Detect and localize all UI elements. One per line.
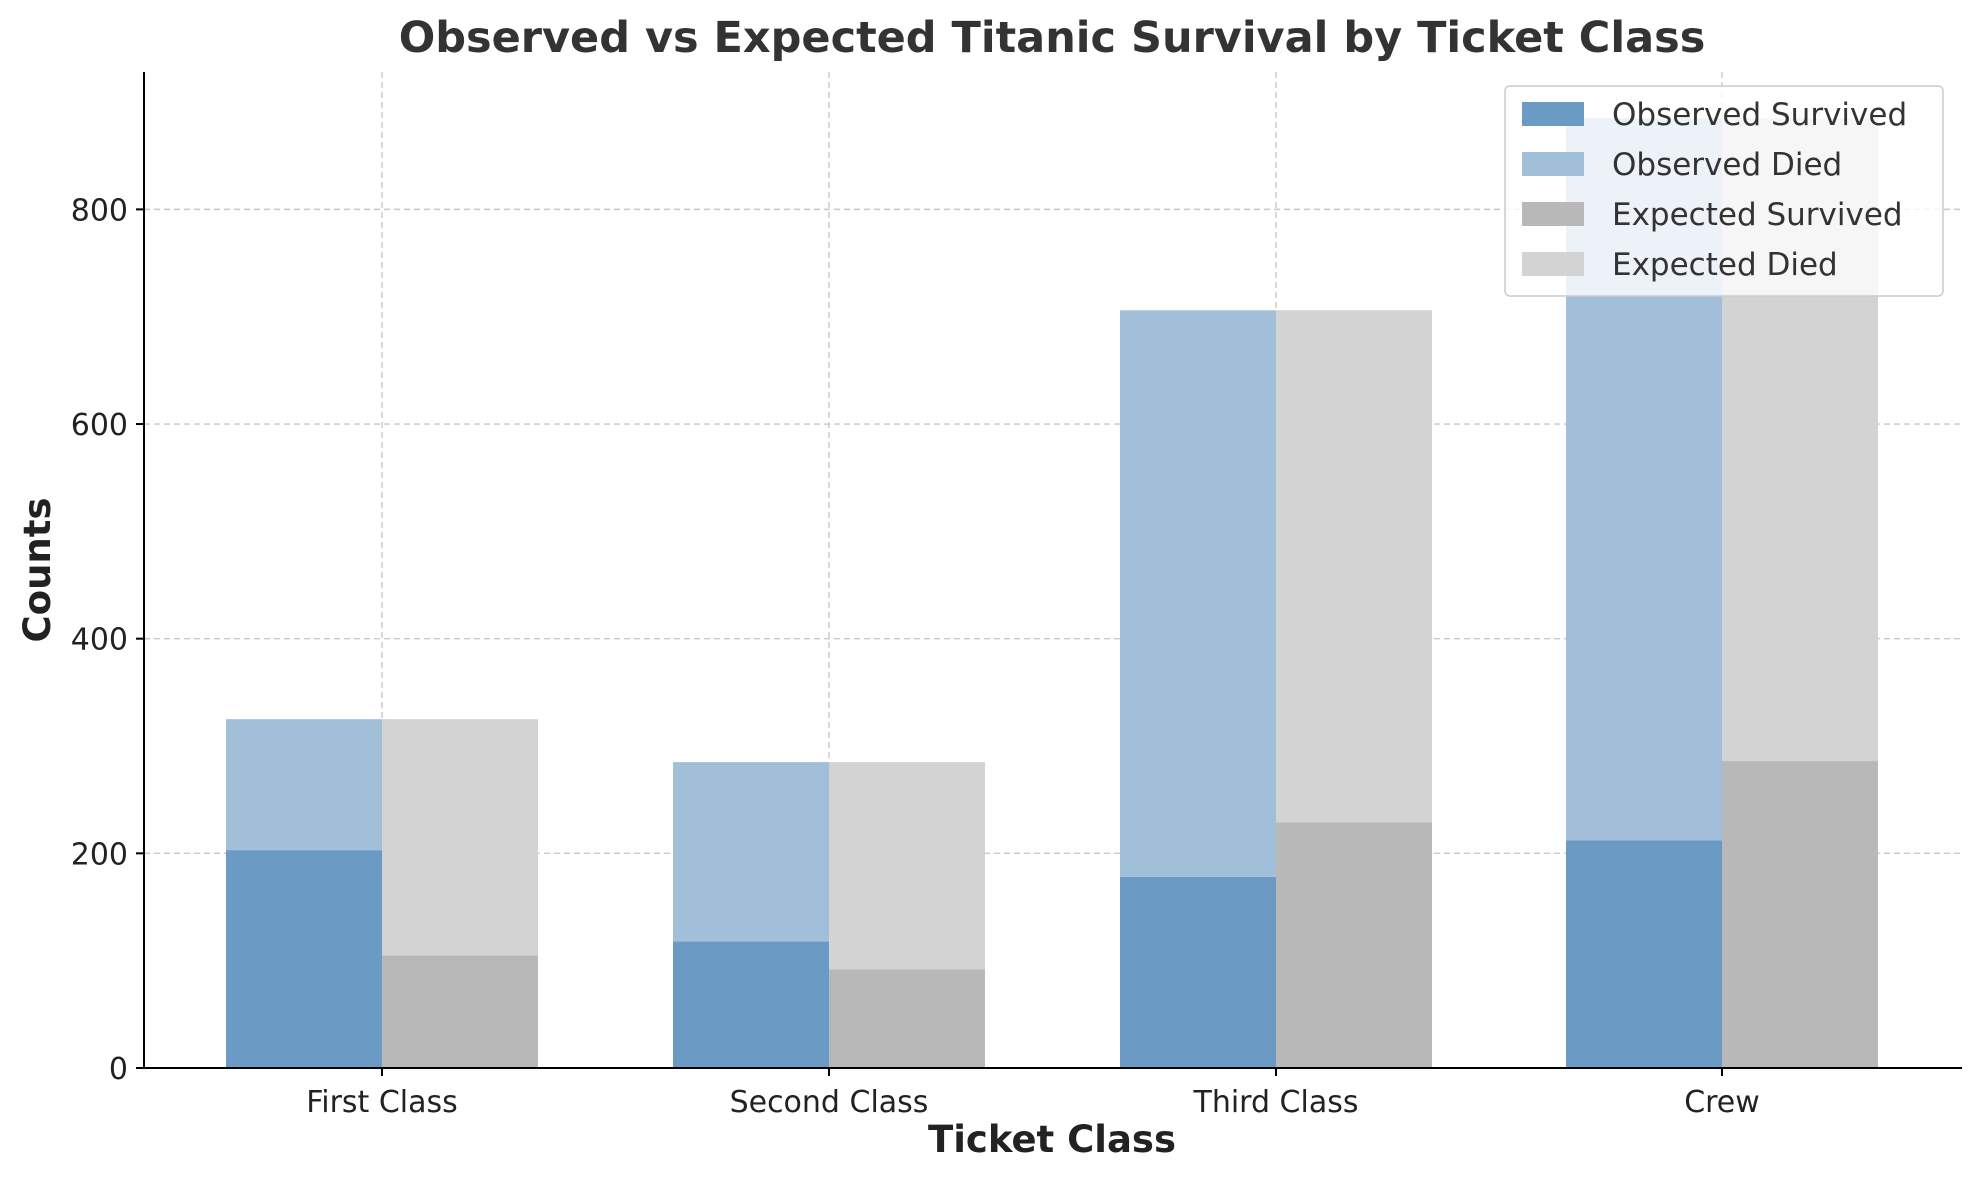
- bar-expected-survived: [1722, 761, 1878, 1068]
- x-axis-label: Ticket Class: [928, 1118, 1176, 1161]
- bar-observed-died: [226, 719, 382, 851]
- chart-title: Observed vs Expected Titanic Survival by…: [399, 13, 1706, 63]
- bar-observed-died: [673, 762, 829, 942]
- ticks-layer: 0 200 400 600 800 First Class Second Class Thir…: [71, 193, 1760, 1120]
- bar-observed-survived: [673, 941, 829, 1068]
- x-tick-label: First Class: [306, 1085, 458, 1120]
- bar-expected-died: [829, 762, 985, 970]
- y-tick-label: 0: [109, 1052, 128, 1087]
- legend-entries: Observed Survived Observed Died Expected S…: [1522, 97, 1907, 283]
- bar-expected-died: [382, 719, 538, 956]
- y-tick-label: 400: [71, 623, 128, 658]
- x-tick-label: Second Class: [730, 1085, 929, 1120]
- x-tick-label: Third Class: [1193, 1085, 1359, 1120]
- y-tick-label: 800: [71, 193, 128, 228]
- bar-expected-died: [1276, 310, 1432, 823]
- x-tick-label: Crew: [1684, 1085, 1760, 1120]
- legend-swatch-observed-survived: [1522, 102, 1584, 126]
- bar-expected-survived: [382, 955, 538, 1068]
- legend-label-expected-survived: Expected Survived: [1612, 197, 1903, 233]
- legend-label-observed-died: Observed Died: [1612, 147, 1842, 183]
- y-axis-label: Counts: [16, 498, 59, 643]
- bar-observed-died: [1120, 310, 1276, 877]
- bar-expected-survived: [829, 969, 985, 1068]
- legend-box: [1504, 85, 1944, 297]
- bars-layer: [226, 118, 1878, 1068]
- bar-observed-survived: [226, 850, 382, 1068]
- legend-label-expected-died: Expected Died: [1612, 247, 1838, 283]
- axes-layer: [143, 72, 1962, 1069]
- legend-swatch-observed-died: [1522, 152, 1584, 176]
- legend: Observed Survived Observed Died Expected S…: [1504, 85, 1944, 297]
- y-tick-label: 600: [71, 408, 128, 443]
- legend-label-observed-survived: Observed Survived: [1612, 97, 1907, 133]
- legend-swatch-expected-died: [1522, 252, 1584, 276]
- bar-expected-survived: [1276, 822, 1432, 1068]
- bar-observed-survived: [1566, 840, 1722, 1068]
- legend-swatch-expected-survived: [1522, 202, 1584, 226]
- bar-observed-survived: [1120, 876, 1276, 1068]
- y-tick-label: 200: [71, 837, 128, 872]
